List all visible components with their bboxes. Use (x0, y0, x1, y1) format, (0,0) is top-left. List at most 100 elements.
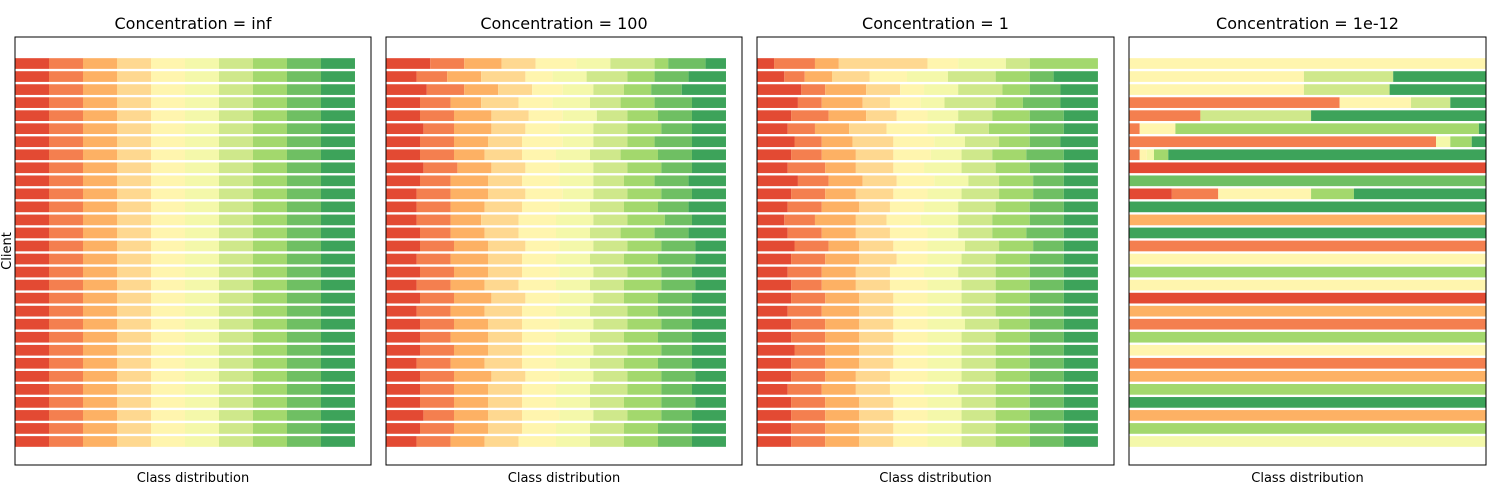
bar-segment-client22-class4 (521, 344, 556, 356)
bar-segment-client3-class7 (995, 97, 1023, 108)
bar-segment-client12-class4 (150, 214, 185, 226)
bar-segment-client12-class6 (218, 214, 253, 226)
bar-segment-client4-class1 (48, 110, 83, 121)
bar-segment-client5-class7 (627, 123, 662, 135)
bar-segment-client15-class7 (995, 253, 1030, 265)
bar-segment-client10-class7 (1311, 188, 1354, 200)
bar-segment-client19-class0 (386, 305, 417, 317)
bar-segment-client23-class3 (484, 357, 522, 369)
bar-segment-client12-class0 (386, 214, 417, 226)
bar-segment-client16-class7 (995, 266, 1030, 278)
bar-segment-client15-class3 (487, 253, 522, 265)
bar-segment-client10-class5 (184, 188, 219, 200)
bar-segment-client26-class5 (555, 397, 590, 408)
bar-segment-client20-class2 (82, 318, 117, 330)
bar-segment-client18-class7 (623, 292, 658, 304)
bar-segment-client13-class0 (757, 227, 788, 239)
bar-segment-client22-class1 (794, 344, 826, 356)
bar-segment-client24-class1 (419, 370, 454, 382)
bar-segment-client17-class7 (252, 279, 287, 291)
bar-segment-client15-class8 (1029, 253, 1064, 265)
bar-segment-client20-class8 (1029, 318, 1064, 330)
bar-segment-client12-class4 (886, 214, 921, 226)
bar-segment-client6-class4 (521, 136, 563, 148)
bar-segment-client21-class2 (825, 331, 860, 343)
bar-segment-client26-class1 (48, 397, 83, 408)
bar-segment-client20-class7 (999, 318, 1030, 330)
bar-segment-client18-class0 (386, 292, 420, 304)
bar-segment-client7-class7 (252, 149, 287, 161)
bar-segment-client3-class5 (552, 97, 590, 108)
bar-segment-client20-class0 (757, 318, 792, 330)
bar-segment-client12-class7 (252, 214, 287, 226)
bar-segment-client8-class1 (423, 162, 458, 174)
bar-segment-client21-class9 (1063, 331, 1098, 343)
bar-segment-client18-class6 (593, 292, 624, 304)
bar-segment-client9-class3 (862, 175, 897, 187)
bar-segment-client14-class7 (627, 240, 662, 252)
bar-segment-client22-class1 (48, 344, 83, 356)
bar-segment-client10-class5 (562, 188, 594, 200)
bar-segment-client23-class0 (757, 357, 792, 369)
bar-segment-client29-class5 (1129, 436, 1486, 447)
bar-segment-client5-class9 (1478, 123, 1486, 135)
bar-segment-client12-class7 (627, 214, 665, 226)
bar-segment-client17-class9 (320, 279, 355, 291)
bar-segment-client1-class6 (218, 71, 253, 82)
bar-segment-client11-class5 (184, 201, 219, 213)
bar-segment-client12-class1 (416, 214, 451, 226)
bar-segment-client10-class6 (961, 188, 1000, 200)
bar-segment-client21-class4 (150, 331, 185, 343)
bar-segment-client15-class6 (589, 253, 624, 265)
bar-segment-client25-class8 (286, 384, 321, 395)
bar-segment-client28-class7 (252, 423, 287, 434)
bar-segment-client14-class0 (757, 240, 795, 252)
bar-segment-client2-class1 (801, 84, 826, 95)
bar-segment-client20-class6 (593, 318, 628, 330)
bar-segment-client19-class4 (893, 305, 928, 317)
bar-segment-client18-class2 (82, 292, 117, 304)
bar-segment-client20-class3 (487, 318, 522, 330)
bar-segment-client5-class1 (787, 123, 815, 135)
bar-segment-client13-class5 (184, 227, 219, 239)
bar-segment-client19-class1 (48, 305, 83, 317)
bar-segment-client28-class5 (184, 423, 219, 434)
bar-segment-client25-class8 (661, 384, 692, 395)
bar-segment-client2-class0 (15, 84, 49, 95)
bar-segment-client1-class3 (481, 71, 526, 82)
bar-segment-client19-class2 (82, 305, 117, 317)
bar-segment-client24-class0 (757, 370, 792, 382)
bar-segment-client20-class6 (218, 318, 253, 330)
bar-segment-client4-class5 (184, 110, 219, 121)
bar-segment-client4-class6 (1200, 110, 1312, 121)
bar-segment-client0-class5 (958, 58, 1006, 69)
bar-segment-client6-class0 (15, 136, 49, 148)
bar-segment-client11-class1 (416, 201, 451, 213)
bar-segment-client7-class0 (15, 149, 49, 161)
bar-segment-client15-class2 (450, 253, 488, 265)
bar-segment-client3-class1 (419, 97, 451, 108)
bar-segment-client3-class1 (797, 97, 822, 108)
bar-segment-client1-class9 (1053, 71, 1098, 82)
bar-segment-client27-class2 (1129, 410, 1486, 421)
bar-segment-client1-class4 (150, 71, 185, 82)
bar-segment-client28-class6 (218, 423, 253, 434)
bar-segment-client10-class9 (1353, 188, 1486, 200)
bar-segment-client24-class7 (252, 370, 287, 382)
bar-segment-client19-class0 (15, 305, 49, 317)
bar-segment-client5-class0 (15, 123, 49, 135)
bar-segment-client11-class2 (82, 201, 117, 213)
bar-segment-client21-class3 (487, 331, 522, 343)
bar-segment-client14-class1 (1129, 240, 1486, 252)
bar-segment-client14-class1 (794, 240, 829, 252)
bar-segment-client0-class4 (1129, 58, 1486, 69)
bar-segment-client22-class5 (555, 344, 594, 356)
bar-segment-client26-class8 (661, 397, 696, 408)
bar-segment-client0-class1 (48, 58, 83, 69)
bar-segment-client9-class1 (48, 175, 83, 187)
bar-segment-client9-class9 (320, 175, 355, 187)
bar-segment-client21-class5 (927, 331, 962, 343)
bar-segment-client22-class8 (286, 344, 321, 356)
bar-segment-client4-class2 (82, 110, 117, 121)
bar-segment-client10-class4 (525, 188, 563, 200)
